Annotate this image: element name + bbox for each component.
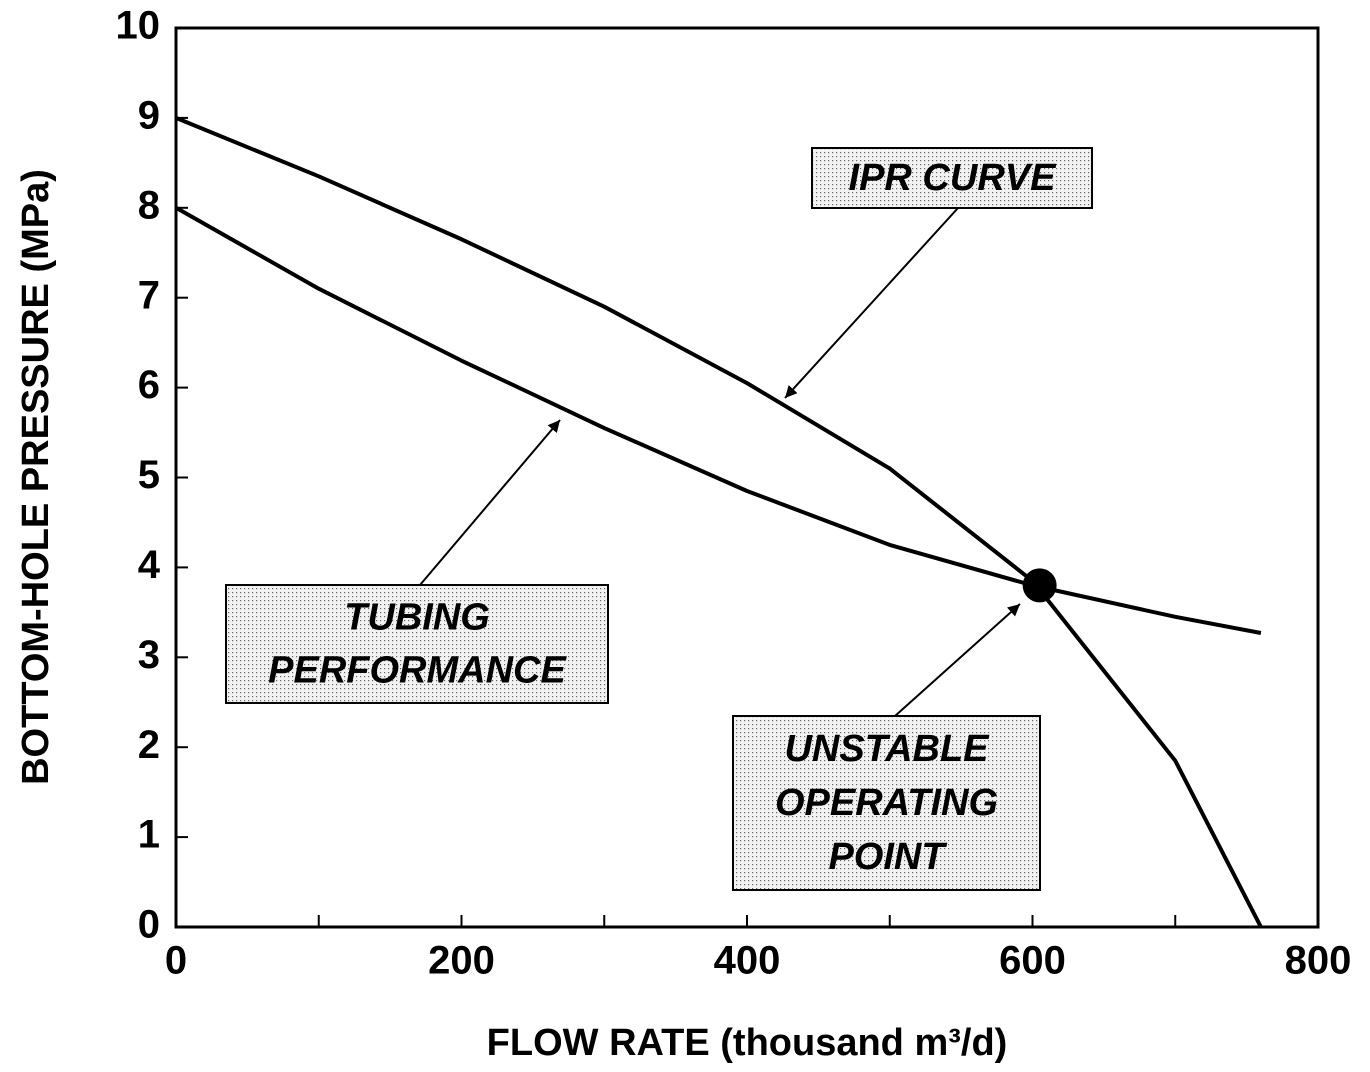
y-tick-label: 10 — [116, 4, 161, 48]
annotation-text: POINT — [828, 836, 947, 878]
arrow — [419, 419, 561, 586]
annotation-text: OPERATING — [775, 782, 998, 824]
annotation-text: TUBING — [344, 597, 490, 639]
x-axis-label: FLOW RATE (thousand m³/d) — [487, 1022, 1008, 1064]
arrow — [784, 207, 959, 399]
annotation-text: PERFORMANCE — [268, 650, 567, 692]
y-tick-label: 3 — [138, 633, 160, 677]
y-tick-label: 4 — [138, 543, 161, 587]
annotation-box — [225, 584, 609, 704]
x-tick-label: 200 — [428, 939, 495, 983]
annotation-box — [732, 715, 1041, 891]
line — [175, 206, 1262, 635]
y-axis-label: BOTTOM-HOLE PRESSURE (MPa) — [15, 169, 57, 785]
y-tick-label: 6 — [138, 363, 160, 407]
annotation-text: UNSTABLE — [784, 728, 990, 770]
y-tick-label: 0 — [138, 903, 160, 947]
line — [175, 116, 1263, 928]
y-tick-label: 1 — [138, 813, 160, 857]
y-tick-label: 5 — [138, 453, 160, 497]
annotation-text: IPR CURVE — [849, 157, 1058, 199]
x-tick-label: 600 — [999, 939, 1066, 983]
annotation-box — [811, 147, 1093, 209]
y-tick-label: 9 — [138, 93, 160, 137]
y-tick-label: 8 — [138, 183, 160, 227]
x-tick-label: 800 — [1285, 939, 1352, 983]
y-tick-label: 2 — [138, 723, 160, 767]
x-tick-label: 0 — [165, 939, 187, 983]
operating-point — [1022, 568, 1057, 603]
y-tick-label: 7 — [138, 273, 160, 317]
x-tick-label: 400 — [714, 939, 781, 983]
arrow — [894, 603, 1021, 717]
